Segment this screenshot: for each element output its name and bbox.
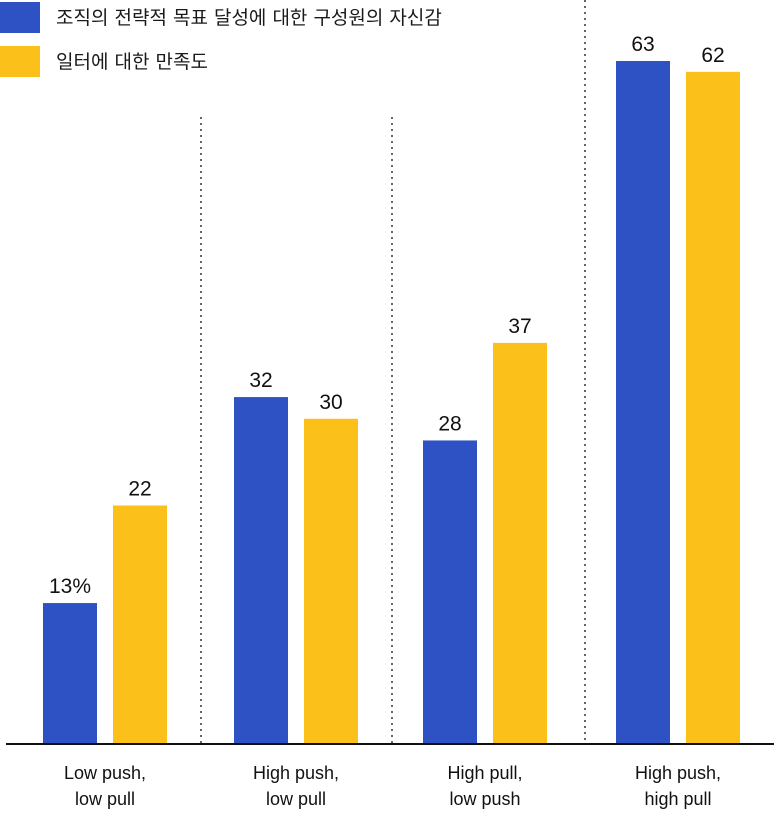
data-label: 32	[249, 369, 272, 392]
category-label: low pull	[266, 789, 326, 809]
category-label: Low push,	[64, 763, 146, 783]
bar	[493, 342, 547, 744]
category-label: High pull,	[447, 763, 522, 783]
value-labels: 13% 32 28 63 22 30 37 62	[49, 33, 725, 598]
category-label: low push	[449, 789, 520, 809]
category-labels: Low push, low pull High push, low pull High …	[64, 763, 721, 809]
bar	[43, 603, 97, 744]
bar	[686, 71, 740, 745]
data-label: 37	[508, 315, 531, 338]
data-label: 62	[701, 44, 724, 67]
category-label: High push,	[635, 763, 721, 783]
legend-label: 조직의 전략적 목표 달성에 대한 구성원의 자신감	[56, 7, 442, 29]
bar	[616, 61, 670, 744]
bars	[43, 61, 740, 745]
bar	[113, 505, 167, 744]
data-label: 13%	[49, 575, 91, 598]
bar	[234, 397, 288, 744]
data-label: 63	[631, 33, 654, 56]
category-separators	[200, 0, 586, 744]
legend-swatch	[0, 46, 40, 77]
bar	[423, 440, 477, 744]
bar	[304, 418, 358, 744]
data-label: 30	[319, 391, 342, 414]
data-label: 28	[438, 412, 461, 435]
legend-swatch	[0, 2, 40, 33]
legend-label: 일터에 대한 만족도	[56, 51, 208, 73]
category-label: High push,	[253, 763, 339, 783]
category-label: low pull	[75, 789, 135, 809]
category-label: high pull	[644, 789, 711, 809]
data-label: 22	[128, 477, 151, 500]
